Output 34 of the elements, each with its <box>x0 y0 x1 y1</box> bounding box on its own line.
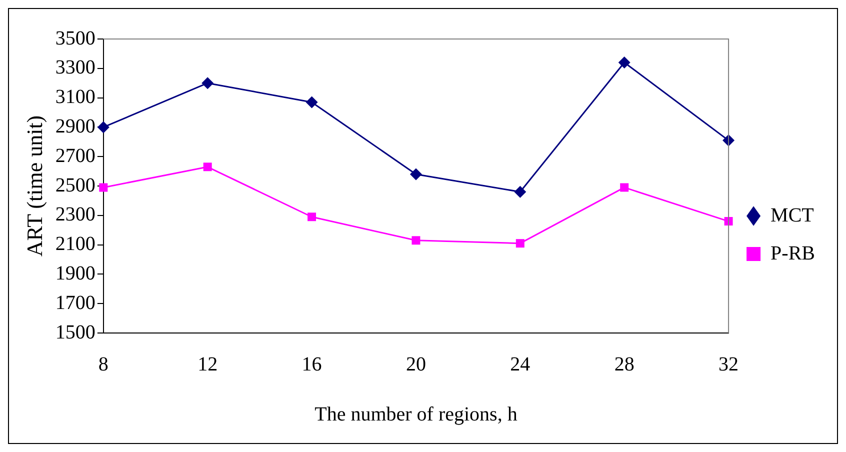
y-tick-label: 3500 <box>55 27 96 50</box>
point <box>410 168 422 180</box>
point <box>412 236 420 245</box>
point <box>514 186 526 198</box>
x-tick-label: 12 <box>198 353 218 376</box>
point <box>620 183 629 192</box>
y-tick-label: 2900 <box>55 115 96 138</box>
point <box>308 212 316 222</box>
y-tick-label: 2700 <box>55 144 96 167</box>
y-tick-label: 2500 <box>55 174 96 196</box>
point <box>97 121 110 134</box>
y-tick-label: 1700 <box>55 292 96 314</box>
point <box>202 77 214 90</box>
y-tick-label: 1900 <box>55 262 96 284</box>
x-tick-label: 28 <box>614 353 634 376</box>
y-tick-label: 1500 <box>55 321 96 344</box>
point <box>306 96 318 108</box>
y-axis-title: ART (time unit) <box>22 115 47 257</box>
legend-label: MCT <box>770 204 814 226</box>
x-axis-title: The number of regions, h <box>314 403 518 426</box>
y-tick-label: 2100 <box>55 233 96 256</box>
x-tick-label: 32 <box>718 353 739 376</box>
x-tick-label: 20 <box>406 353 426 376</box>
point <box>99 183 108 192</box>
x-tick-label: 24 <box>510 353 530 376</box>
y-tick-label: 3100 <box>55 86 96 108</box>
y-tick-label: 3300 <box>55 56 96 79</box>
point <box>203 162 212 172</box>
point <box>516 239 524 248</box>
legend-label: P-RB <box>770 242 816 264</box>
x-tick-label: 8 <box>98 353 108 376</box>
x-tick-label: 16 <box>302 353 322 376</box>
y-tick-label: 2300 <box>55 204 96 226</box>
point <box>618 56 630 69</box>
